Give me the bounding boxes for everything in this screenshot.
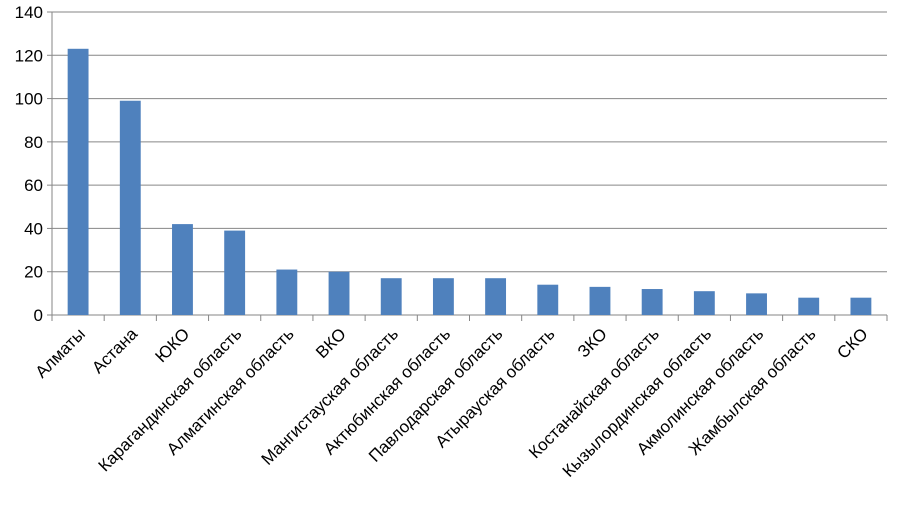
bar (798, 297, 820, 315)
bar (693, 291, 715, 315)
bar (380, 278, 402, 315)
bar (537, 284, 559, 315)
bar (641, 289, 663, 315)
bar (589, 286, 611, 315)
y-tick-labels: 0 20 40 60 80 100 120 140 (15, 3, 43, 325)
x-tick-label: Алматы (32, 324, 89, 381)
y-tick-label: 60 (24, 176, 43, 195)
bar (119, 100, 141, 315)
y-tick-label: 140 (15, 3, 43, 22)
y-tick-label: 20 (24, 263, 43, 282)
bar (276, 269, 298, 315)
bar (172, 224, 193, 315)
x-tick-label: ЗКО (574, 324, 611, 361)
bar (224, 230, 246, 315)
bars (67, 48, 872, 316)
x-tick-label: Астана (88, 324, 141, 377)
x-tick-label: ЮКО (152, 324, 194, 366)
x-tick-label: ВКО (312, 324, 350, 362)
bar (850, 297, 872, 315)
y-tick-label: 0 (34, 306, 43, 325)
y-tick-label: 120 (15, 46, 43, 65)
bar (432, 278, 454, 315)
y-tick-label: 40 (24, 219, 43, 238)
y-tick-label: 100 (15, 90, 43, 109)
bar (328, 271, 350, 315)
x-tick-label: СКО (833, 324, 871, 362)
y-tick-label: 80 (24, 133, 43, 152)
bar (485, 278, 507, 315)
bar (746, 293, 767, 315)
bar (67, 48, 89, 316)
